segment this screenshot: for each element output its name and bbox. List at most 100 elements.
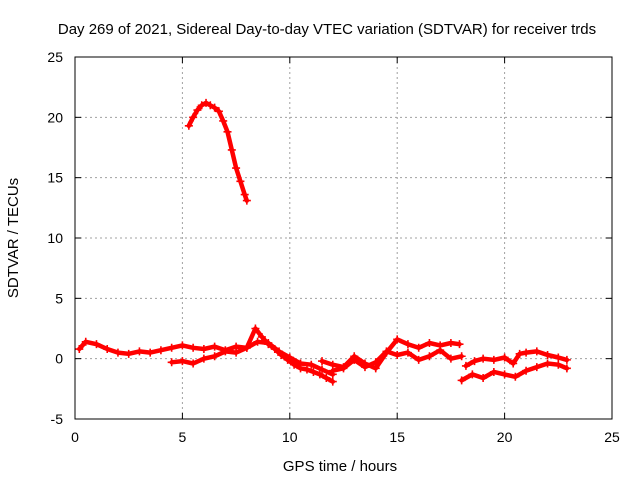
y-tick-label: 5	[55, 290, 63, 306]
x-tick-label: 5	[179, 429, 187, 445]
data-point	[75, 345, 84, 354]
data-point	[425, 338, 434, 347]
chart-title: Day 269 of 2021, Sidereal Day-to-day VTE…	[58, 21, 596, 38]
data-point	[318, 365, 327, 374]
data-point	[236, 177, 245, 186]
data-point	[227, 145, 236, 154]
data-point	[92, 340, 101, 349]
data-point	[371, 358, 380, 367]
data-point	[554, 353, 563, 362]
data-point	[350, 355, 359, 364]
data-point	[242, 196, 251, 205]
data-point	[554, 360, 563, 369]
y-tick-label: 25	[47, 49, 63, 65]
data-point	[210, 342, 219, 351]
data-point	[315, 370, 324, 379]
data-point	[500, 370, 509, 379]
data-point	[184, 121, 193, 130]
data-point	[461, 361, 470, 370]
data-point	[532, 363, 541, 372]
data-point	[403, 348, 412, 357]
series-trace	[169, 339, 336, 377]
data-point	[189, 359, 198, 368]
series-track-e	[457, 359, 571, 385]
data-point	[167, 343, 176, 352]
data-point	[543, 351, 552, 360]
x-tick-label: 25	[604, 429, 620, 445]
data-point	[214, 107, 223, 116]
data-point	[240, 190, 249, 199]
data-point	[425, 352, 434, 361]
data-point	[302, 365, 311, 374]
data-point	[562, 364, 571, 373]
data-point	[219, 116, 228, 125]
data-point	[515, 349, 524, 358]
data-point	[253, 337, 262, 346]
data-point	[457, 352, 466, 361]
data-point	[511, 372, 520, 381]
data-point	[328, 377, 337, 386]
y-tick-label: 10	[47, 230, 63, 246]
data-point	[103, 345, 112, 354]
data-point	[382, 347, 391, 356]
data-point	[446, 338, 455, 347]
data-point	[178, 357, 187, 366]
y-tick-label: -5	[51, 411, 64, 427]
data-point	[522, 348, 531, 357]
data-point	[167, 358, 176, 367]
x-tick-label: 20	[497, 429, 513, 445]
data-point	[457, 376, 466, 385]
data-point	[309, 367, 318, 376]
data-point	[285, 353, 294, 362]
data-point	[242, 343, 251, 352]
ticks: 0 5 10 15 20 25 -5 0 5 10 15 20 25	[47, 49, 620, 445]
data-point	[189, 343, 198, 352]
data-point	[197, 101, 206, 110]
data-point	[522, 366, 531, 375]
data-point	[455, 340, 464, 349]
data-point	[470, 357, 479, 366]
data-point	[146, 348, 155, 357]
data-point	[509, 359, 518, 368]
data-point	[414, 355, 423, 364]
data-point	[232, 164, 241, 173]
data-point	[156, 346, 165, 355]
data-point	[221, 347, 230, 356]
data-point	[414, 343, 423, 352]
y-tick-label: 0	[55, 351, 63, 367]
series-arc-high	[184, 98, 251, 205]
y-axis-label: SDTVAR / TECUs	[5, 178, 22, 298]
y-tick-label: 20	[47, 109, 63, 125]
data-point	[479, 373, 488, 382]
data-point	[489, 355, 498, 364]
data-point	[393, 335, 402, 344]
series-track-f	[461, 347, 571, 370]
data-point	[562, 355, 571, 364]
data-point	[322, 373, 331, 382]
data-point	[468, 370, 477, 379]
data-point	[210, 352, 219, 361]
data-point	[81, 337, 90, 346]
data-point	[232, 348, 241, 357]
data-point	[189, 113, 198, 122]
data-point	[251, 324, 260, 333]
x-tick-label: 0	[71, 429, 79, 445]
data-point	[500, 353, 509, 362]
data-point	[446, 354, 455, 363]
data-point	[339, 364, 348, 373]
data-point	[202, 98, 211, 107]
series-track-d	[328, 346, 466, 375]
data-point	[113, 348, 122, 357]
data-point	[135, 347, 144, 356]
y-tick-label: 15	[47, 170, 63, 186]
data-point	[264, 338, 273, 347]
data-point	[296, 359, 305, 368]
data-point	[403, 340, 412, 349]
data-point	[489, 367, 498, 376]
data-point	[178, 341, 187, 350]
data-point	[328, 366, 337, 375]
data-point	[436, 346, 445, 355]
data-point	[360, 363, 369, 372]
data-point	[199, 345, 208, 354]
